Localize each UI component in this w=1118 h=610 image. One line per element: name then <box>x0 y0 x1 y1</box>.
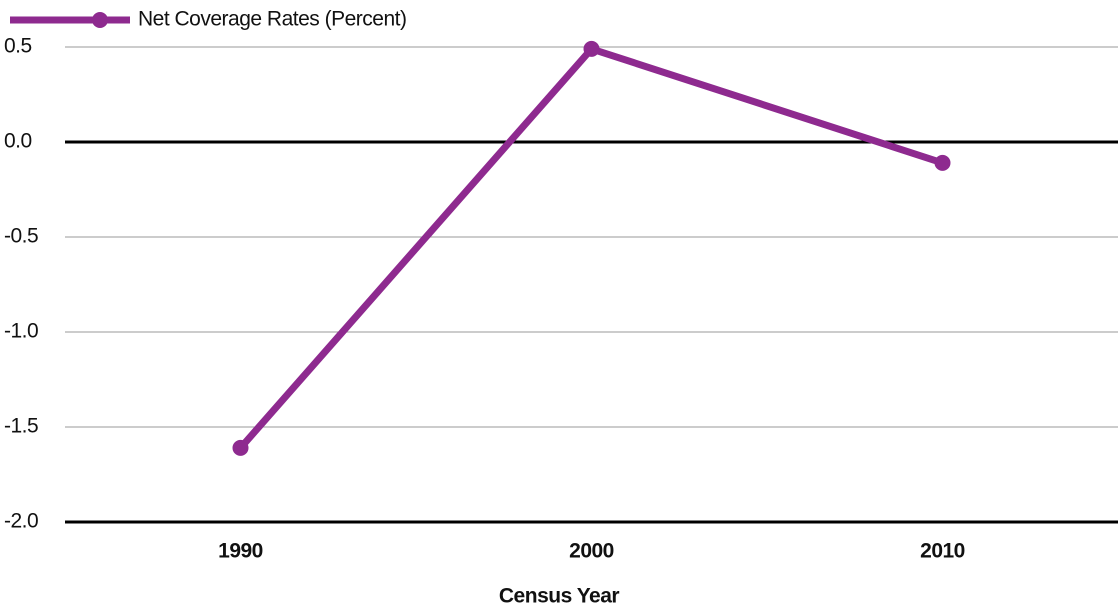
x-tick-label: 2010 <box>920 540 965 563</box>
legend-marker <box>92 12 108 28</box>
y-tick-label: 0.5 <box>4 35 32 58</box>
x-tick-label: 1990 <box>218 540 263 563</box>
data-point <box>583 40 600 57</box>
y-tick-label: -2.0 <box>4 510 38 533</box>
data-point <box>232 439 249 456</box>
legend-label: Net Coverage Rates (Percent) <box>138 8 406 31</box>
data-point <box>934 154 951 171</box>
x-axis-label: Census Year <box>499 585 620 608</box>
y-tick-label: -1.5 <box>4 415 38 438</box>
y-tick-label: 0.0 <box>4 130 32 153</box>
series-line <box>237 45 944 451</box>
y-tick-label: -1.0 <box>4 320 38 343</box>
x-tick-label: 2000 <box>569 540 614 563</box>
y-tick-label: -0.5 <box>4 225 38 248</box>
